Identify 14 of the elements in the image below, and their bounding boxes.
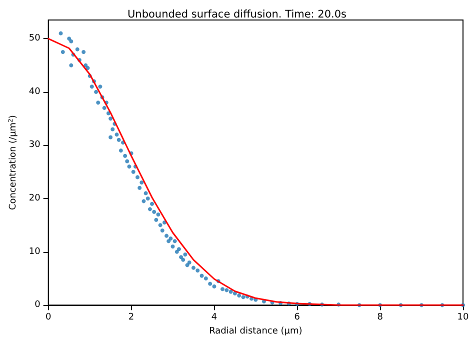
y-tick-label: 20 [28,194,41,204]
chart-title: Unbounded surface diffusion. Time: 20.0s [127,8,347,20]
y-tick-label: 0 [34,300,41,310]
x-axis-title: Radial distance (μm) [209,326,302,336]
x-tick-label: 4 [211,312,218,323]
x-tick-label: 6 [294,312,300,323]
y-tick-label: 10 [28,246,41,257]
y-tick-label: 40 [28,86,41,97]
x-tick-label: 2 [128,312,134,323]
y-tick-label: 50 [28,34,41,44]
x-tick-label: 0 [45,312,52,323]
y-tick-label: 30 [28,140,41,150]
x-tick-label: 8 [377,312,384,323]
x-tick-label: 10 [457,312,469,323]
